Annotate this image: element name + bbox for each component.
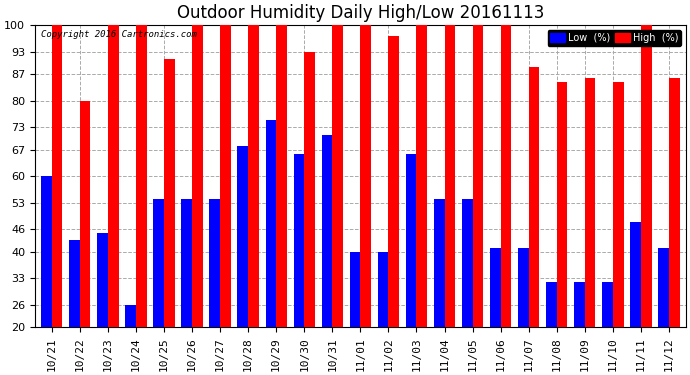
Bar — [322, 135, 333, 327]
Bar — [220, 25, 230, 327]
Bar — [613, 82, 624, 327]
Bar — [276, 25, 287, 327]
Bar — [658, 248, 669, 327]
Bar — [630, 222, 641, 327]
Bar — [377, 252, 388, 327]
Bar — [80, 100, 90, 327]
Bar — [501, 25, 511, 327]
Bar — [462, 199, 473, 327]
Bar — [473, 25, 483, 327]
Bar — [490, 248, 501, 327]
Bar — [388, 36, 399, 327]
Bar — [108, 25, 119, 327]
Bar — [136, 25, 146, 327]
Bar — [669, 78, 680, 327]
Bar — [557, 82, 567, 327]
Bar — [266, 120, 276, 327]
Legend: Low  (%), High  (%): Low (%), High (%) — [548, 30, 681, 46]
Bar — [333, 25, 343, 327]
Bar — [293, 154, 304, 327]
Title: Outdoor Humidity Daily High/Low 20161113: Outdoor Humidity Daily High/Low 20161113 — [177, 4, 544, 22]
Bar — [209, 199, 220, 327]
Bar — [518, 248, 529, 327]
Bar — [546, 282, 557, 327]
Bar — [41, 176, 52, 327]
Bar — [602, 282, 613, 327]
Bar — [192, 25, 203, 327]
Bar — [529, 67, 540, 327]
Bar — [126, 305, 136, 327]
Bar — [641, 25, 651, 327]
Bar — [181, 199, 192, 327]
Bar — [164, 59, 175, 327]
Bar — [360, 25, 371, 327]
Bar — [444, 25, 455, 327]
Bar — [406, 154, 417, 327]
Bar — [69, 240, 80, 327]
Bar — [574, 282, 585, 327]
Bar — [304, 51, 315, 327]
Bar — [52, 25, 62, 327]
Bar — [153, 199, 164, 327]
Bar — [248, 25, 259, 327]
Bar — [237, 146, 248, 327]
Bar — [350, 252, 360, 327]
Bar — [97, 233, 108, 327]
Bar — [417, 25, 427, 327]
Text: Copyright 2016 Cartronics.com: Copyright 2016 Cartronics.com — [41, 30, 197, 39]
Bar — [585, 78, 595, 327]
Bar — [434, 199, 444, 327]
